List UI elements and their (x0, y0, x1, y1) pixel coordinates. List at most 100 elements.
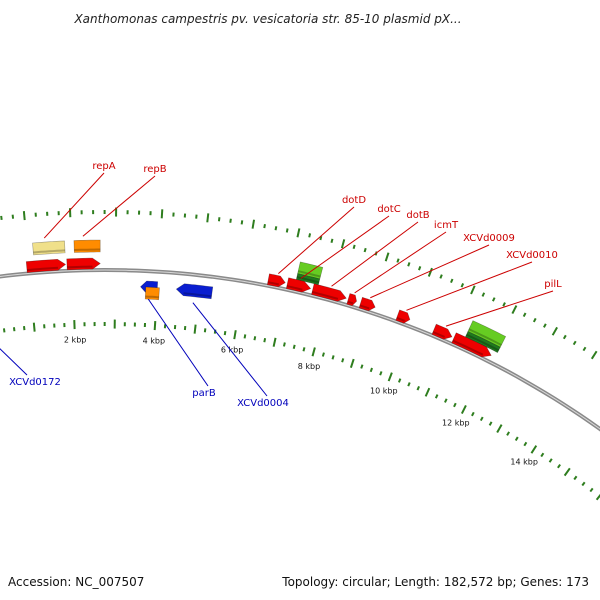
inner-tick (416, 385, 420, 391)
outer-tick (532, 317, 537, 323)
tick-label: 10 kbp (370, 387, 398, 396)
forward-gene-arrow-shade (396, 317, 405, 322)
outer-tick (363, 247, 367, 253)
forward-gene-arrow (66, 257, 101, 271)
inner-tick (387, 372, 393, 382)
outer-tick (319, 235, 323, 241)
outer-tick (22, 211, 26, 221)
inner-tick (321, 352, 325, 357)
inner-tick (530, 445, 538, 454)
outer-tick (572, 340, 577, 346)
gene-label-forward: icmT (434, 220, 459, 231)
inner-tick (253, 336, 257, 341)
inner-tick (424, 387, 431, 397)
outer-tick (407, 262, 411, 267)
outer-tick (285, 228, 289, 233)
forward-gene-arrow (395, 309, 411, 324)
gene-label-forward: dotB (406, 210, 429, 221)
outer-tick (460, 283, 465, 288)
outer-tick (590, 350, 598, 360)
forward-gene-arrow-shade (67, 265, 93, 269)
inner-tick (153, 321, 157, 331)
outer-tick (308, 233, 312, 238)
tick-label: 8 kbp (298, 362, 320, 371)
gene-label-forward: XCVd0010 (506, 250, 558, 261)
label-leader (370, 244, 490, 299)
outer-tick (439, 274, 443, 279)
inner-tick (523, 441, 528, 447)
outer-tick (396, 258, 400, 263)
outer-tick (251, 219, 256, 229)
outer-tick (206, 213, 210, 223)
forward-gene-arrow-shade (359, 304, 370, 310)
gene-label-forward: dotD (342, 195, 366, 206)
outer-tick (502, 302, 506, 307)
outer-tick (384, 252, 390, 262)
outer-tick (450, 278, 454, 284)
outer-block-shade (298, 270, 321, 278)
forward-gene-arrow-shade (311, 291, 339, 300)
label-leader (0, 348, 28, 376)
inner-tick (514, 436, 519, 441)
outer-block-shade (33, 249, 65, 254)
tick-label: 4 kbp (143, 337, 165, 346)
outer-block (32, 240, 66, 256)
outer-tick (522, 312, 527, 318)
gene-label-reverse: XCVd0172 (9, 377, 61, 388)
outer-tick (511, 305, 518, 314)
outer-tick (543, 323, 547, 328)
inner-tick (282, 342, 286, 347)
reverse-gene-arrow-shade (183, 292, 212, 298)
outer-tick (330, 238, 334, 244)
inner-tick (460, 405, 467, 414)
forward-gene-arrow (266, 273, 286, 288)
reverse-gene-arrow (175, 283, 214, 300)
outer-tick (418, 266, 422, 271)
inner-tick (595, 493, 600, 501)
inner-tick (331, 355, 335, 360)
forward-gene-arrow-shade (452, 339, 484, 356)
outer-tick (562, 334, 567, 340)
outer-tick (551, 326, 558, 336)
inner-tick (581, 481, 586, 487)
label-leader (43, 172, 105, 239)
outer-tick (217, 217, 221, 222)
outer-tick (582, 346, 587, 352)
outer-tick (296, 228, 301, 238)
inner-tick (272, 337, 277, 347)
label-leader (300, 215, 390, 279)
label-leader (147, 298, 209, 387)
tick-label: 14 kbp (510, 458, 538, 467)
gene-label-forward: pilL (544, 279, 562, 290)
inner-tick (193, 324, 197, 334)
outer-block-dark (465, 331, 501, 354)
inner-tick (379, 371, 383, 376)
map-summary: Topology: circular; Length: 182,572 bp; … (281, 575, 589, 589)
inner-tick (407, 382, 411, 387)
inner-tick (203, 328, 207, 333)
backbone-highlight (0, 269, 600, 430)
outer-block-shade (74, 248, 101, 251)
outer-block-group (32, 239, 507, 354)
inner-tick (233, 330, 237, 340)
outer-tick (274, 226, 278, 231)
tick-label: 12 kbp (442, 419, 470, 428)
label-leader (406, 261, 533, 311)
outer-tick (229, 218, 232, 223)
inner-tick (32, 322, 36, 332)
inner-tick (341, 358, 345, 363)
reverse-block-shade (145, 295, 159, 299)
gene-group (25, 257, 492, 358)
gene-label-forward: dotC (377, 204, 400, 215)
label-leader (82, 175, 156, 237)
inner-tick (349, 358, 355, 368)
forward-gene-arrow (346, 293, 357, 307)
inner-tick (444, 398, 448, 403)
label-leader (192, 302, 268, 397)
forward-gene-arrow (358, 296, 376, 312)
tick-label: 6 kbp (221, 345, 243, 354)
outer-block-dark-shade (466, 333, 500, 352)
outer-tick (491, 297, 496, 302)
inner-tick (2, 328, 6, 333)
